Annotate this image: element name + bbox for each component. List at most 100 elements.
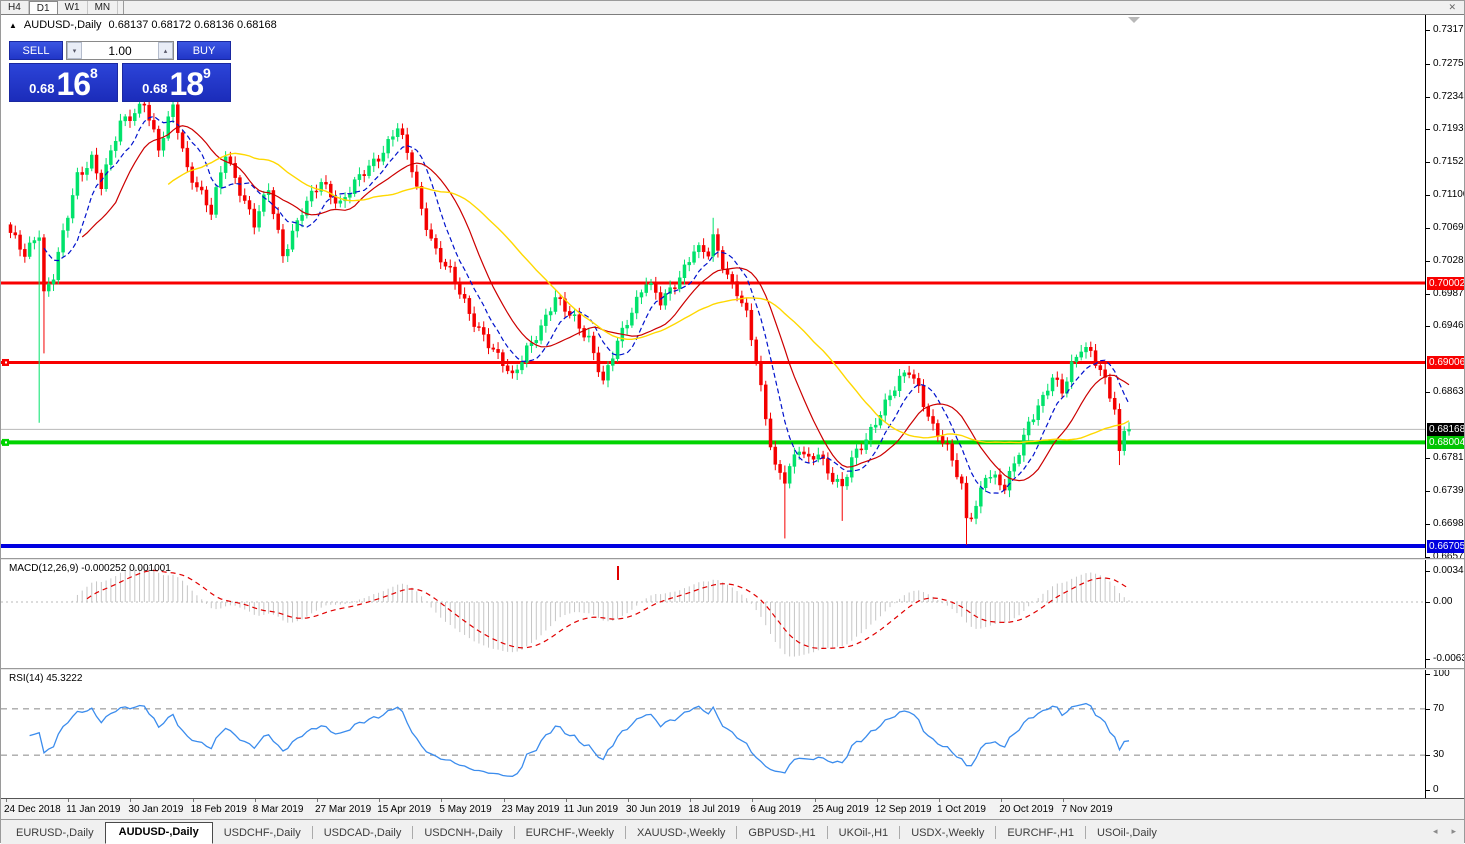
price-tick [1426,30,1430,32]
sell-price-big: 16 [56,66,91,102]
date-tick [939,799,940,802]
price-badge: 0.70002 [1427,276,1464,290]
symbol-tabs: EURUSD-,Daily AUDUSD-,Daily USDCHF-,Daily U… [5,822,1168,844]
rsi-label: RSI(14) 45.3222 [9,673,83,684]
tab-divider [624,826,626,839]
volume-increase-button[interactable]: ▴ [158,42,173,59]
price-badge: 0.69006 [1427,355,1464,369]
macd-pane: MACD(12,26,9) -0.000252 0.001001 0.00349… [1,560,1464,668]
date-label: 24 Dec 2018 [4,804,61,815]
tab-divider [513,826,515,839]
date-label: 30 Jun 2019 [626,804,682,815]
tab-eurchf-weekly[interactable]: EURCHF-,Weekly [525,827,614,839]
time-axis[interactable]: 24 Dec 2018 11 Jan 2019 30 Jan 2019 18 Feb … [1,798,1464,819]
tab-gbpusd-h1[interactable]: GBPUSD-,H1 [748,827,816,839]
buy-price-box[interactable]: 0.68 18 9 [122,63,231,102]
price-tick [1426,326,1430,328]
timeframe-button-h4[interactable]: H4 [1,1,29,14]
price-tick [1426,293,1430,295]
tab-eurchf-h1[interactable]: EURCHF-,H1 [1007,827,1074,839]
date-tick [565,799,567,802]
ohlc-values: 0.68137 0.68172 0.68136 0.68168 [108,19,277,31]
macd-chart[interactable] [1,560,1425,668]
tab-usdx-weekly[interactable]: USDX-,Weekly [911,827,985,839]
timeframe-button-mn[interactable]: MN [88,1,119,14]
volume-decrease-button[interactable]: ▾ [67,42,82,59]
price-tick [1426,556,1430,558]
date-label: 5 May 2019 [439,804,492,815]
date-tick [814,799,816,802]
price-tick [1426,195,1430,197]
price-tick [1426,491,1430,493]
rsi-chart[interactable] [1,670,1425,798]
chart-shift-marker-icon[interactable] [1128,17,1140,23]
date-label: 7 Nov 2019 [1061,804,1113,815]
sell-button[interactable]: SELL [9,41,63,60]
buy-price-big: 18 [169,66,204,102]
date-label: 15 Apr 2019 [377,804,432,815]
date-label: 1 Oct 2019 [937,804,986,815]
date-label: 18 Feb 2019 [190,804,247,815]
tab-scroll-left-icon[interactable]: ◂ [1432,826,1438,836]
rsi-tick [1426,674,1430,675]
tab-audusd-daily[interactable]: AUDUSD-,Daily [104,822,213,844]
timeframe-buttons: H4 D1 W1 MN [1,1,119,14]
tab-scroll-right-icon[interactable]: ▸ [1451,826,1456,836]
macd-tick-label: 0.00349 [1433,564,1464,576]
price-tick [1426,96,1430,98]
tab-divider [736,826,738,839]
sell-price-box[interactable]: 0.68 16 8 [9,63,118,102]
tab-eurusd-daily[interactable]: EURUSD-,Daily [16,827,94,839]
date-tick [876,799,878,802]
one-click-trading-panel: SELL ▾ ▴ BUY 0.68 16 8 0.68 18 9 [9,41,231,102]
tab-xauusd-weekly[interactable]: XAUUSD-,Weekly [636,827,726,839]
tab-usdchf-daily[interactable]: USDCHF-,Daily [223,827,301,839]
macd-tick [1426,659,1430,661]
pane-separator[interactable] [1,668,1464,670]
date-tick [254,799,256,802]
price-badge: 0.68004 [1427,435,1464,449]
rsi-pane: RSI(14) 45.3222 100 70 30 0 [1,670,1464,798]
date-label: 27 Mar 2019 [315,804,372,815]
symbol-tabbar: EURUSD-,Daily AUDUSD-,Daily USDCHF-,Daily U… [1,819,1464,844]
price-tick [1426,63,1430,65]
buy-button[interactable]: BUY [177,41,231,60]
timeframe-button-d1[interactable]: D1 [28,1,58,14]
date-tick [6,799,7,802]
date-tick [130,799,132,802]
date-label: 18 Jul 2019 [688,804,740,815]
rsi-tick [1426,790,1430,791]
price-tick [1426,524,1430,526]
tab-divider [412,826,414,839]
symbol-arrow-icon: ▲ [9,20,17,30]
symbol-name: AUDUSD-,Daily [23,19,102,31]
tab-usoil-daily[interactable]: USOil-,Daily [1096,827,1157,839]
date-label: 23 May 2019 [501,804,560,815]
date-tick [441,799,443,802]
pane-separator[interactable] [1,558,1464,560]
price-tick [1426,161,1430,163]
tab-usdcnh-daily[interactable]: USDCNH-,Daily [424,827,503,839]
sell-price-prefix: 0.68 [29,81,55,96]
tab-ukoil-h1[interactable]: UKOil-,H1 [838,827,889,839]
tab-divider [899,826,901,839]
rsi-tick-label: 70 [1433,702,1445,714]
date-tick [690,799,692,802]
tab-usdcad-daily[interactable]: USDCAD-,Daily [323,827,402,839]
volume-input[interactable] [82,42,158,59]
timeframe-button-w1[interactable]: W1 [58,1,88,14]
date-label: 11 Jan 2019 [66,804,121,815]
sell-price-pip: 8 [90,65,98,81]
date-tick [503,799,505,802]
date-tick [752,799,754,802]
candlestick-chart[interactable] [1,15,1425,558]
close-icon[interactable]: ✕ [1448,2,1456,12]
